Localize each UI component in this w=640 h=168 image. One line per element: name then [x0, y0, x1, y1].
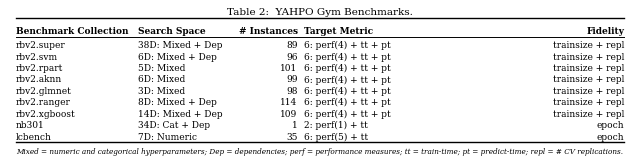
Text: trainsize + repl: trainsize + repl: [552, 98, 624, 107]
Text: trainsize + repl: trainsize + repl: [552, 87, 624, 96]
Text: rbv2.svm: rbv2.svm: [16, 53, 58, 62]
Text: 6: perf(4) + tt + pt: 6: perf(4) + tt + pt: [304, 98, 391, 107]
Text: 2: perf(1) + tt: 2: perf(1) + tt: [304, 121, 368, 130]
Text: 6D: Mixed + Dep: 6D: Mixed + Dep: [138, 53, 216, 62]
Text: rbv2.ranger: rbv2.ranger: [16, 98, 71, 107]
Text: 6D: Mixed: 6D: Mixed: [138, 75, 185, 85]
Text: trainsize + repl: trainsize + repl: [552, 64, 624, 73]
Text: # Instances: # Instances: [239, 27, 298, 36]
Text: Table 2:  YAHPO Gym Benchmarks.: Table 2: YAHPO Gym Benchmarks.: [227, 8, 413, 17]
Text: 38D: Mixed + Dep: 38D: Mixed + Dep: [138, 41, 222, 50]
Text: 98: 98: [286, 87, 298, 96]
Text: 3D: Mixed: 3D: Mixed: [138, 87, 185, 96]
Text: rbv2.glmnet: rbv2.glmnet: [16, 87, 72, 96]
Text: rbv2.aknn: rbv2.aknn: [16, 75, 62, 85]
Text: epoch: epoch: [596, 121, 624, 130]
Text: 8D: Mixed + Dep: 8D: Mixed + Dep: [138, 98, 216, 107]
Text: 34D: Cat + Dep: 34D: Cat + Dep: [138, 121, 210, 130]
Text: Target Metric: Target Metric: [304, 27, 373, 36]
Text: 89: 89: [286, 41, 298, 50]
Text: Search Space: Search Space: [138, 27, 205, 36]
Text: trainsize + repl: trainsize + repl: [552, 41, 624, 50]
Text: 6: perf(5) + tt: 6: perf(5) + tt: [304, 133, 368, 142]
Text: 14D: Mixed + Dep: 14D: Mixed + Dep: [138, 110, 222, 119]
Text: 1: 1: [292, 121, 298, 130]
Text: 96: 96: [286, 53, 298, 62]
Text: Mixed = numeric and categorical hyperparameters; Dep = dependencies; perf = perf: Mixed = numeric and categorical hyperpar…: [16, 148, 623, 156]
Text: 5D: Mixed: 5D: Mixed: [138, 64, 185, 73]
Text: 35: 35: [286, 133, 298, 142]
Text: 114: 114: [280, 98, 298, 107]
Text: 6: perf(4) + tt + pt: 6: perf(4) + tt + pt: [304, 75, 391, 85]
Text: 7D: Numeric: 7D: Numeric: [138, 133, 196, 142]
Text: Benchmark Collection: Benchmark Collection: [16, 27, 129, 36]
Text: 6: perf(4) + tt + pt: 6: perf(4) + tt + pt: [304, 87, 391, 96]
Text: 6: perf(4) + tt + pt: 6: perf(4) + tt + pt: [304, 64, 391, 73]
Text: trainsize + repl: trainsize + repl: [552, 110, 624, 119]
Text: trainsize + repl: trainsize + repl: [552, 75, 624, 85]
Text: epoch: epoch: [596, 133, 624, 142]
Text: rbv2.xgboost: rbv2.xgboost: [16, 110, 76, 119]
Text: 101: 101: [280, 64, 298, 73]
Text: Fidelity: Fidelity: [586, 27, 624, 36]
Text: nb301: nb301: [16, 121, 45, 130]
Text: 6: perf(4) + tt + pt: 6: perf(4) + tt + pt: [304, 53, 391, 62]
Text: 99: 99: [286, 75, 298, 85]
Text: rbv2.super: rbv2.super: [16, 41, 66, 50]
Text: trainsize + repl: trainsize + repl: [552, 53, 624, 62]
Text: 6: perf(4) + tt + pt: 6: perf(4) + tt + pt: [304, 41, 391, 50]
Text: 6: perf(4) + tt + pt: 6: perf(4) + tt + pt: [304, 110, 391, 119]
Text: lcbench: lcbench: [16, 133, 52, 142]
Text: 109: 109: [280, 110, 298, 119]
Text: rbv2.rpart: rbv2.rpart: [16, 64, 63, 73]
